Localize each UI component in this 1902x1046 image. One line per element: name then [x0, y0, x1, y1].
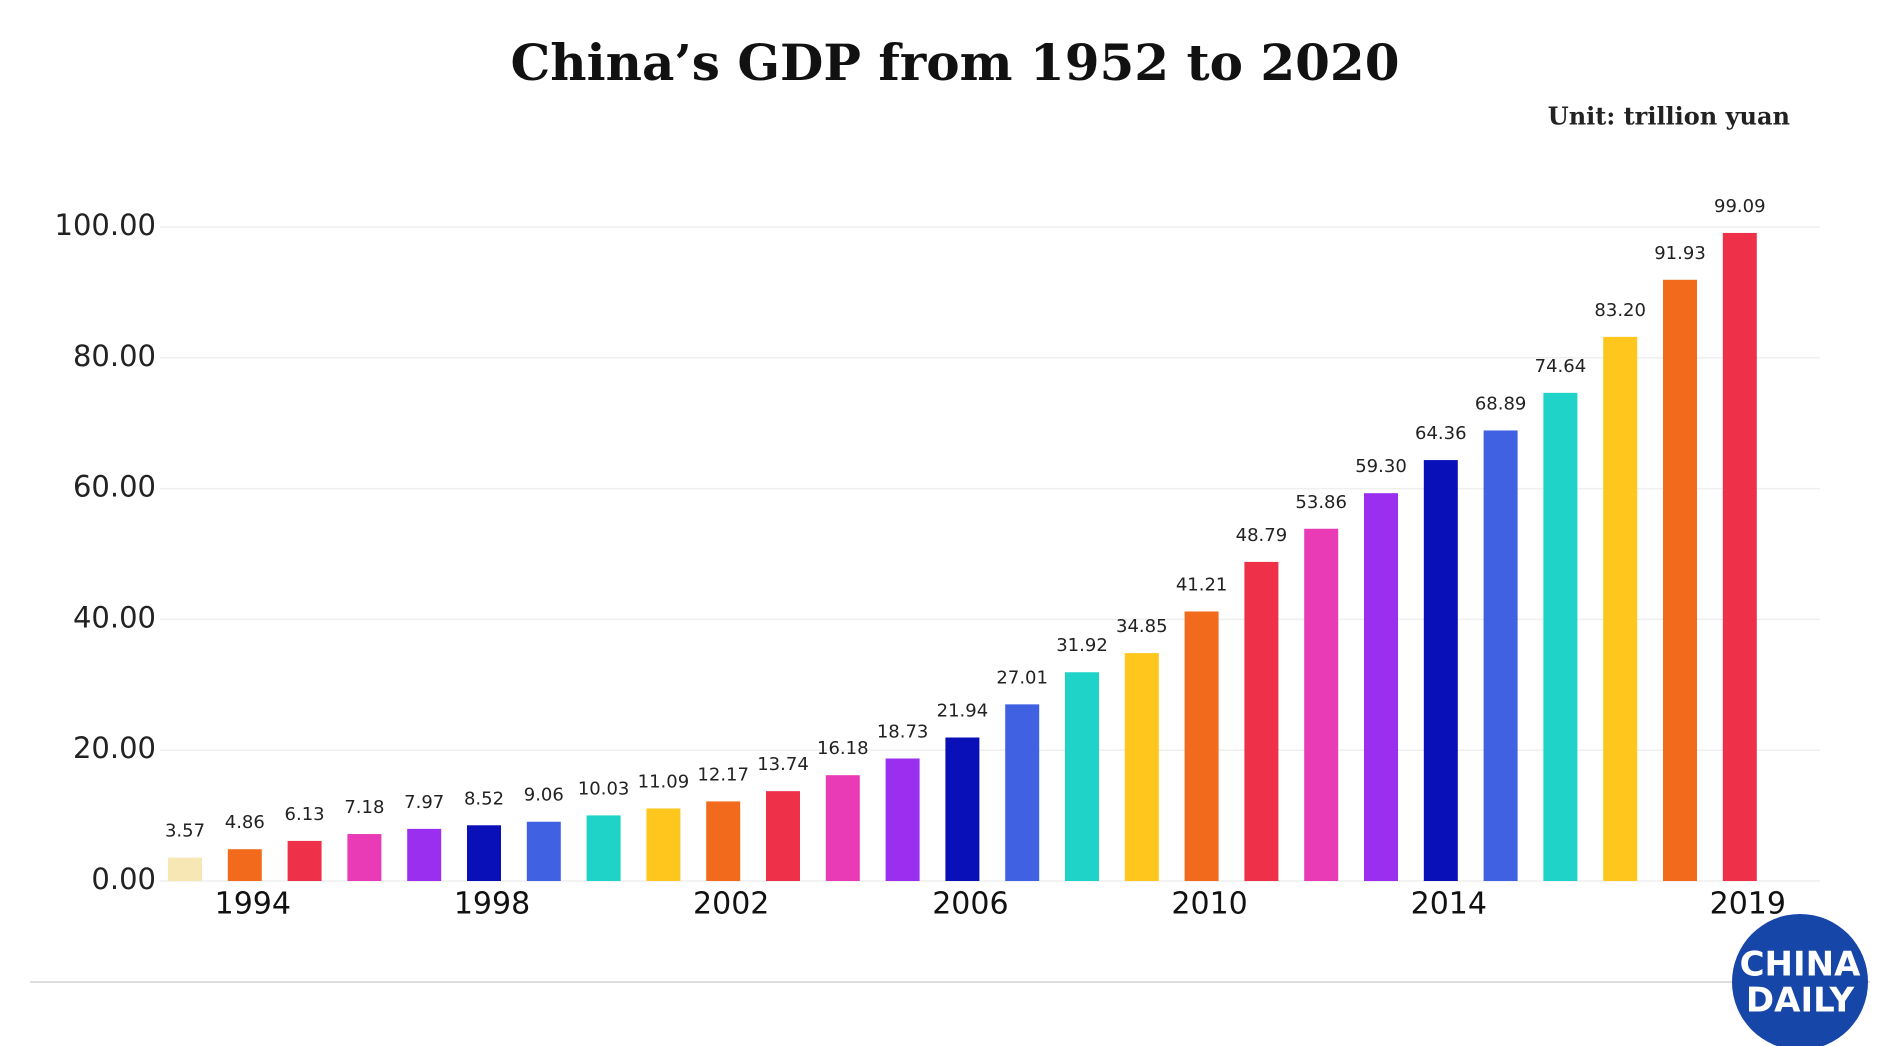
bar: [1364, 493, 1398, 881]
value-label: 64.36: [1415, 423, 1467, 444]
value-label: 74.64: [1535, 356, 1587, 377]
value-label: 53.86: [1295, 492, 1347, 513]
bar: [885, 758, 920, 881]
bar: [646, 808, 681, 881]
value-label: 27.01: [996, 667, 1048, 688]
value-label: 12.17: [697, 764, 749, 785]
value-label: 48.79: [1236, 525, 1288, 546]
value-label: 9.06: [524, 785, 564, 806]
bar: [1722, 232, 1757, 881]
bar: [825, 775, 860, 881]
bar: [1663, 279, 1697, 881]
value-label: 13.74: [757, 754, 809, 775]
x-tick-label: 1998: [454, 887, 530, 922]
x-tick-label: 2019: [1710, 887, 1786, 922]
bar: [1065, 672, 1099, 881]
logo: CHINA DAILY: [1732, 914, 1868, 1046]
value-label: 3.57: [165, 821, 205, 842]
value-label: 7.18: [344, 797, 384, 818]
y-tick-label: 40.00: [73, 600, 156, 634]
x-tick-label: 2002: [693, 887, 769, 922]
bar: [287, 840, 322, 881]
logo-circle: [1732, 914, 1868, 1046]
y-tick-label: 80.00: [73, 339, 156, 373]
value-label: 11.09: [638, 771, 690, 792]
bar: [766, 791, 800, 881]
bar: [467, 825, 501, 881]
logo-text: DAILY: [1746, 981, 1855, 1021]
x-tick-label: 2010: [1171, 887, 1247, 922]
bar: [168, 857, 202, 881]
value-label: 59.30: [1355, 456, 1407, 477]
y-tick-label: 0.00: [91, 862, 156, 896]
unit-label: Unit: trillion yuan: [1548, 102, 1790, 131]
value-label: 31.92: [1056, 635, 1108, 656]
bar: [1124, 653, 1159, 881]
value-label: 83.20: [1594, 300, 1646, 321]
value-label: 18.73: [877, 722, 929, 743]
x-tick-label: 2014: [1411, 887, 1487, 922]
value-label: 6.13: [285, 804, 325, 825]
value-label: 68.89: [1475, 393, 1527, 414]
bar: [586, 815, 621, 881]
bar: [945, 737, 980, 881]
bar: [1244, 561, 1279, 881]
bar: [1304, 528, 1339, 881]
value-label: 99.09: [1714, 196, 1766, 217]
bar: [347, 834, 382, 881]
bar: [227, 849, 262, 881]
bar: [1184, 611, 1219, 881]
value-label: 4.86: [225, 812, 265, 833]
value-label: 91.93: [1654, 243, 1706, 264]
value-label: 41.21: [1176, 574, 1228, 595]
bar: [1543, 392, 1578, 881]
value-label: 21.94: [937, 701, 989, 722]
chart-title: China’s GDP from 1952 to 2020: [510, 33, 1399, 92]
x-tick-label: 1994: [215, 887, 291, 922]
y-tick-label: 100.00: [55, 208, 156, 242]
x-tick-label: 2006: [932, 887, 1008, 922]
bar: [407, 828, 442, 881]
bar: [1603, 336, 1638, 881]
value-label: 8.52: [464, 788, 504, 809]
logo-text: CHINA: [1740, 945, 1862, 985]
y-tick-label: 60.00: [73, 470, 156, 504]
bar: [1483, 430, 1518, 881]
y-tick-label: 20.00: [73, 731, 156, 765]
bar: [1005, 704, 1040, 881]
bar: [526, 821, 561, 881]
bar: [1423, 460, 1458, 881]
value-label: 16.18: [817, 738, 869, 759]
value-label: 7.97: [404, 792, 444, 813]
value-label: 10.03: [578, 778, 630, 799]
bar: [706, 801, 741, 881]
value-label: 34.85: [1116, 616, 1168, 637]
